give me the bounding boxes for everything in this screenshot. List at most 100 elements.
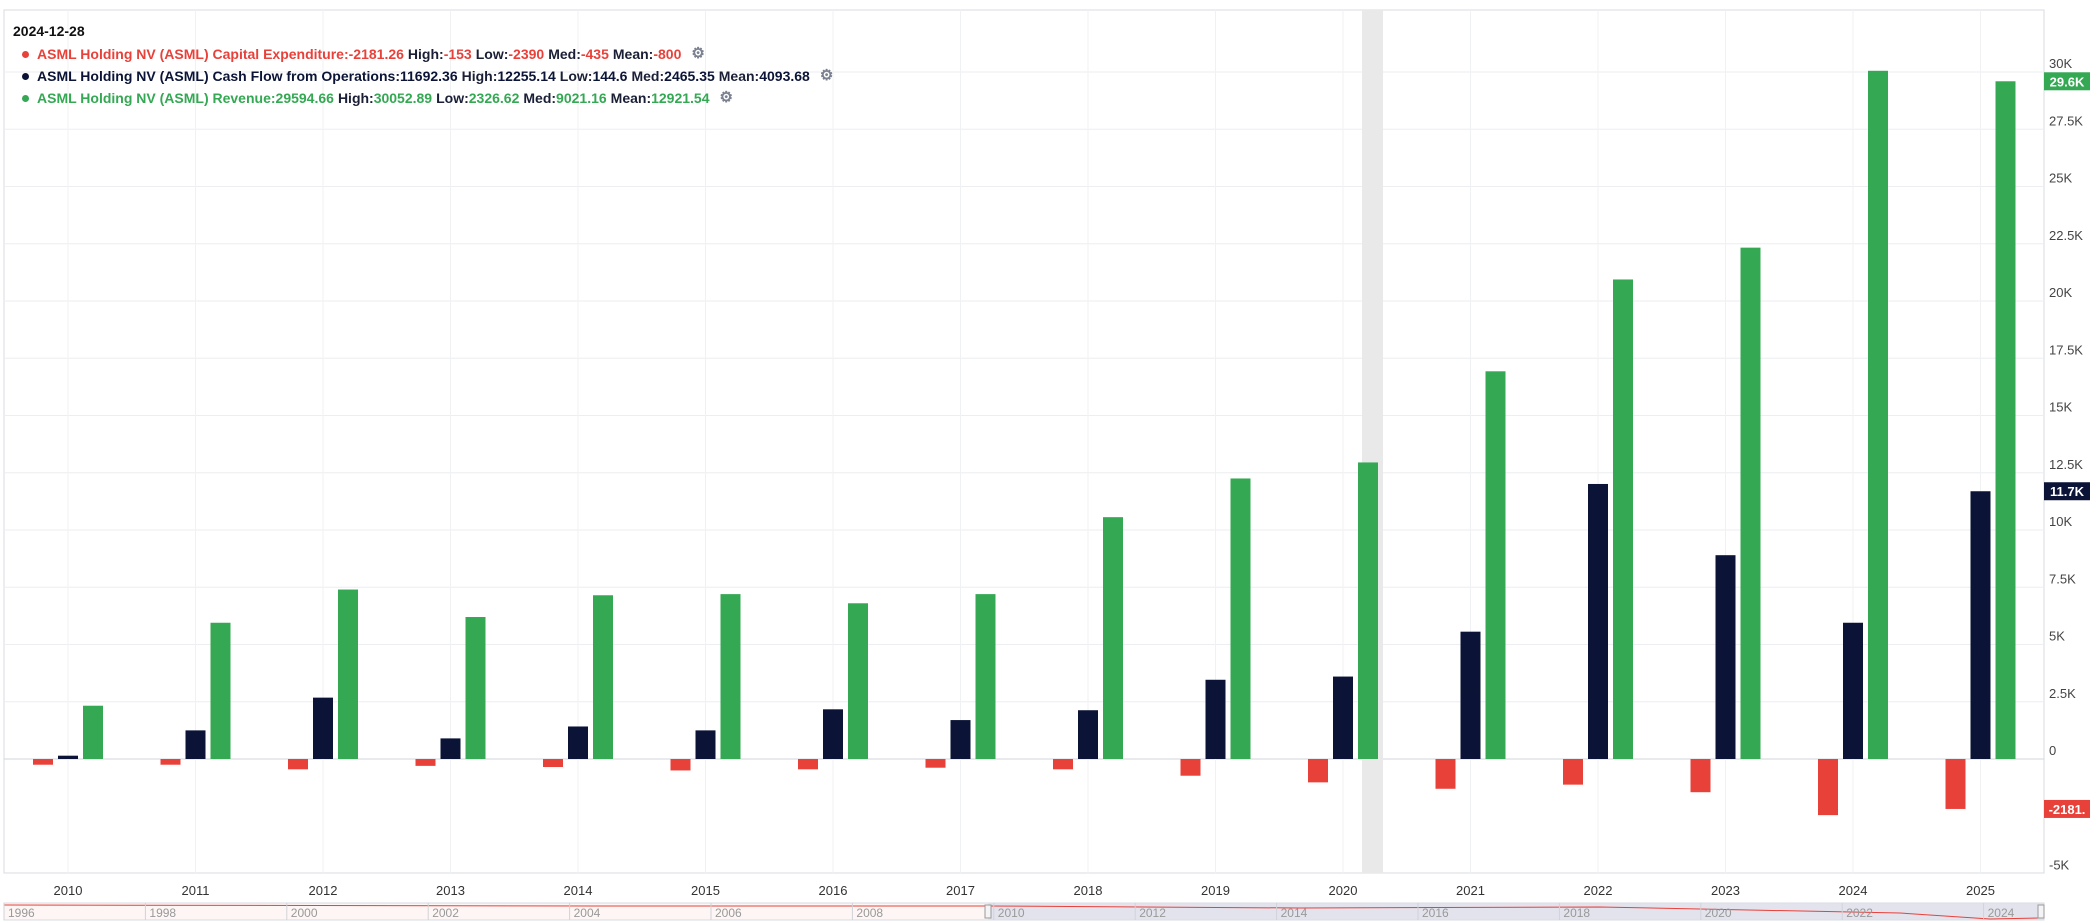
bar-capex [925,759,946,768]
bar-revenue [720,594,741,759]
chart-legend: 2024-12-28 ASML Holding NV (ASML) Capita… [13,20,833,109]
legend-high: -153 [443,46,472,62]
bar-capex [1180,759,1201,776]
navigator-line [3,904,2041,920]
bar-capex [543,759,563,768]
bar-capex [798,759,818,770]
legend-value: 29594.66 [275,90,334,106]
navigator-label: 2014 [1281,906,1308,920]
y-tick-label: 27.5K [2049,113,2083,128]
legend-mean-label: Mean: [610,90,652,106]
last-value-label: -2181. [2049,802,2086,817]
gear-icon[interactable]: ⚙ [691,45,705,62]
legend-high-label: High: [337,90,374,106]
legend-med-label: Med: [631,68,665,84]
y-tick-label: 12.5K [2049,457,2083,472]
bar-capex [1945,759,1966,809]
x-tick-label: 2025 [1966,883,1995,898]
bar-capex [1818,759,1838,816]
x-tick-label: 2015 [691,883,720,898]
bar-revenue [1230,478,1251,759]
legend-mean-label: Mean: [612,46,654,62]
gear-icon[interactable]: ⚙ [819,67,834,84]
bar-revenue [1485,371,1506,759]
bar-cash-flow [1333,676,1353,759]
x-tick-label: 2014 [564,883,593,898]
legend-low: -2390 [508,46,545,62]
y-tick-label: 10K [2049,514,2072,529]
legend-mean: 4093.68 [759,68,810,84]
legend-high: 12255.14 [497,68,556,84]
x-tick-label: 2019 [1201,883,1230,898]
bar-capex [160,759,181,765]
navigator-label: 2006 [715,906,742,920]
navigator-label: 2012 [1139,906,1166,920]
navigator-label: 2004 [574,906,601,920]
bar-capex [288,759,308,770]
bar-cash-flow [1970,491,1991,759]
navigator-label: 2002 [432,906,459,920]
navigator-handle-right[interactable] [2037,904,2045,919]
legend-separator: : [270,90,276,106]
gear-icon[interactable]: ⚙ [719,89,733,106]
y-tick-label: 20K [2049,285,2072,300]
legend-dot [22,72,29,80]
y-tick-label: 30K [2049,56,2072,71]
navigator-handle-left[interactable] [984,904,992,919]
bar-cash-flow [58,755,78,759]
legend-item[interactable]: ASML Holding NV (ASML) Revenue: 29594.66… [13,87,833,109]
bar-capex [1308,759,1328,783]
axis-labels: -5K 0 2.5K 5K 7.5K 10K 12.5K 15K 17.5K 20K 22.5K 25… [54,56,2090,898]
bar-cash-flow [313,697,333,759]
legend-name: ASML Holding NV (ASML) Cash Flow from Op… [37,68,396,84]
legend-item[interactable]: ASML Holding NV (ASML) Capital Expenditu… [13,43,833,65]
bar-cash-flow [1588,483,1608,759]
bar-cash-flow [1078,710,1098,759]
navigator-label: 2008 [856,906,883,920]
bar-series [33,70,2016,816]
bar-revenue [1995,81,2016,759]
x-tick-label: 2012 [309,883,338,898]
y-tick-label: 2.5K [2049,686,2076,701]
x-tick-label: 2018 [1074,883,1103,898]
last-value-label: 11.7K [2050,484,2085,499]
bar-revenue [83,705,103,759]
legend-date: 2024-12-28 [13,23,85,39]
bar-cash-flow [1460,631,1481,759]
bar-revenue [1868,70,1888,759]
legend-separator: : [395,68,400,84]
legend-med-label: Med: [523,90,557,106]
navigator-label: 2024 [1988,906,2015,920]
x-tick-label: 2016 [819,883,848,898]
last-value-label: 29.6K [2050,74,2085,89]
bar-revenue [465,617,486,759]
x-tick-label: 2020 [1329,883,1358,898]
legend-item[interactable]: ASML Holding NV (ASML) Cash Flow from Op… [13,65,833,87]
legend-mean-label: Mean: [718,68,760,84]
bar-capex [1563,759,1583,785]
bar-revenue [1103,517,1123,759]
legend-name: ASML Holding NV (ASML) Capital Expenditu… [37,46,344,62]
y-tick-label: 22.5K [2049,228,2083,243]
bar-revenue [1613,279,1633,759]
bar-cash-flow [695,730,716,759]
bar-revenue [1358,462,1378,759]
y-tick-label: 7.5K [2049,571,2076,586]
legend-high-label: High: [407,46,444,62]
bar-revenue [848,603,868,759]
x-tick-label: 2010 [54,883,83,898]
legend-value: -2181.26 [348,46,404,62]
legend-low-label: Low: [559,68,593,84]
bar-revenue [1740,247,1761,759]
legend-med-label: Med: [548,46,581,62]
legend-low-label: Low: [436,90,469,106]
legend-med: 2465.35 [664,68,715,84]
navigator-label: 2020 [1705,906,1732,920]
navigator-label: 2000 [291,906,318,920]
legend-med: -435 [580,46,609,62]
bar-capex [1435,759,1456,789]
range-navigator[interactable]: 1996 1998 2000 2002 2004 2006 2008 2010 2012 2014… [3,902,2045,921]
y-tick-label: 25K [2049,171,2072,186]
bar-revenue [338,589,358,759]
